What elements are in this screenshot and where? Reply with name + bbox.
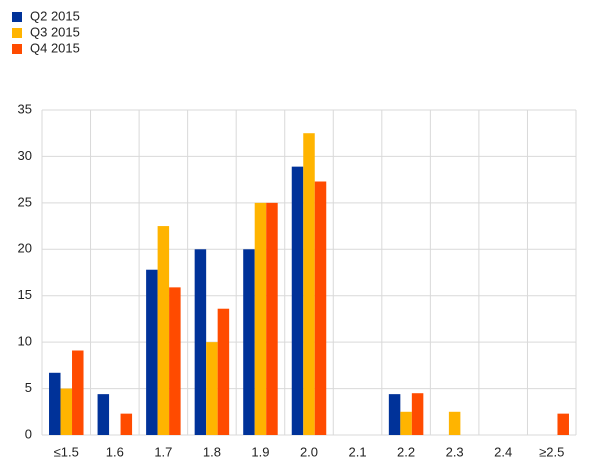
x-tick-label: 1.7 [154,444,172,459]
bar [243,249,255,435]
bar [146,269,158,435]
bar [254,202,267,435]
y-tick-label: 15 [18,287,32,302]
y-tick-label: 10 [18,334,32,349]
bar [266,202,278,435]
bar [97,394,110,435]
bar [49,372,61,435]
legend-label: Q3 2015 [30,24,80,39]
x-tick-label: 1.8 [203,444,221,459]
bar [291,166,304,435]
bar [400,411,412,435]
legend-label: Q2 2015 [30,8,80,23]
bar [448,411,461,435]
bar [157,226,170,435]
bar [72,350,84,435]
legend-swatch [12,28,22,38]
y-tick-label: 0 [25,426,32,441]
y-tick-label: 20 [18,241,32,256]
x-tick-label: 1.6 [106,444,124,459]
legend-swatch [12,12,22,22]
y-tick-label: 25 [18,194,32,209]
bar [388,394,401,435]
bar [120,413,133,435]
bar [206,342,218,435]
bar [411,393,424,435]
bar [169,287,181,435]
bar [303,133,315,435]
x-tick-label: 2.0 [300,444,318,459]
y-tick-label: 5 [25,380,32,395]
bar [557,413,569,435]
x-tick-label: 2.3 [446,444,464,459]
x-tick-label: 2.1 [349,444,367,459]
bar [314,181,327,435]
y-tick-label: 30 [18,148,32,163]
bar [217,308,230,435]
bar [194,249,207,435]
bar [60,388,73,435]
x-tick-label: 1.9 [251,444,269,459]
legend-label: Q4 2015 [30,40,80,55]
x-tick-label: ≥2.5 [539,444,564,459]
x-tick-label: 2.4 [494,444,512,459]
x-tick-label: ≤1.5 [54,444,79,459]
x-tick-label: 2.2 [397,444,415,459]
y-tick-label: 35 [18,101,32,116]
legend-swatch [12,44,22,54]
